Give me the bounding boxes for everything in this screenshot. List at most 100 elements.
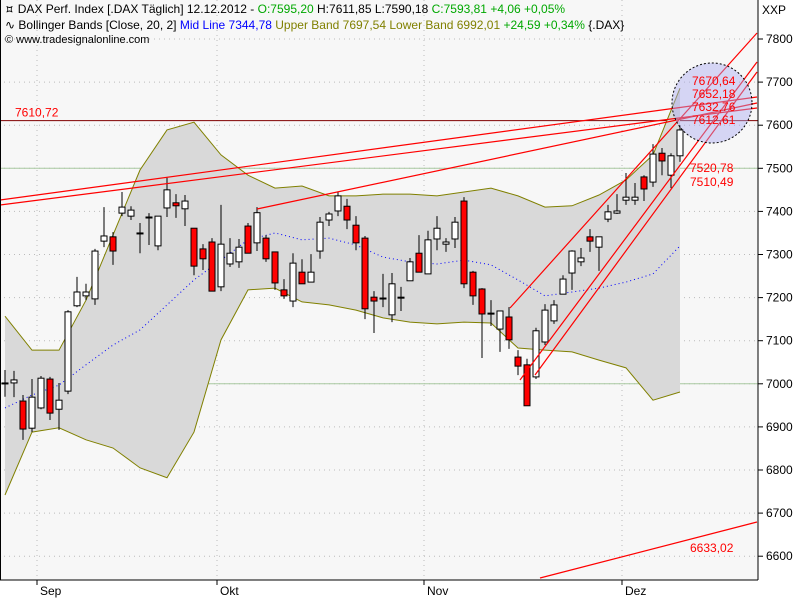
candle bbox=[334, 192, 342, 217]
candlestick-icon: ⯏ bbox=[5, 2, 15, 16]
candle-body bbox=[595, 236, 603, 248]
candle-body bbox=[253, 212, 261, 244]
candle bbox=[496, 310, 504, 352]
mid-line-value: Mid Line 7344,78 bbox=[179, 18, 272, 32]
indicator-change: +24,59 +0,34% bbox=[503, 18, 585, 32]
trend-line bbox=[0, 107, 758, 206]
candle bbox=[262, 235, 270, 262]
candle bbox=[640, 175, 648, 202]
candle-body bbox=[316, 221, 324, 252]
candle bbox=[190, 227, 198, 276]
candle-body bbox=[505, 316, 513, 341]
y-tick-label: 7400 bbox=[766, 204, 793, 218]
candle-body bbox=[46, 378, 54, 414]
candle-body bbox=[631, 196, 639, 201]
candle-body bbox=[523, 364, 531, 407]
candle-body bbox=[613, 210, 621, 214]
candle bbox=[172, 194, 180, 218]
candle-body bbox=[460, 200, 468, 285]
upper-band-value: Upper Band 7697,54 bbox=[275, 18, 387, 32]
y-tick-label: 7100 bbox=[766, 334, 793, 348]
candle bbox=[604, 204, 612, 223]
candle bbox=[208, 238, 216, 292]
candle bbox=[280, 279, 288, 299]
indicator-symbol: {.DAX} bbox=[588, 18, 625, 32]
header-line-source: © www.tradesignalonline.com bbox=[5, 34, 149, 46]
trend-label-mid: 7520,78 bbox=[690, 161, 734, 175]
trend-line bbox=[534, 71, 758, 376]
candle-body bbox=[244, 225, 252, 254]
x-tick-label: Nov bbox=[427, 584, 448, 598]
source-url[interactable]: www.tradesignalonline.com bbox=[16, 34, 150, 46]
candle-body bbox=[55, 399, 63, 410]
candle bbox=[586, 229, 594, 252]
y-tick-label: 7700 bbox=[766, 75, 793, 89]
candle bbox=[271, 251, 279, 290]
y-tick-label: 7500 bbox=[766, 161, 793, 175]
candle-body bbox=[640, 176, 648, 190]
high-value: H:7611,85 bbox=[317, 2, 372, 16]
candle bbox=[613, 194, 621, 214]
candle bbox=[55, 382, 63, 430]
candle bbox=[568, 250, 576, 290]
candle bbox=[244, 223, 252, 254]
candle bbox=[631, 182, 639, 205]
candle-body bbox=[10, 379, 18, 384]
candle bbox=[235, 238, 243, 268]
x-axis-background bbox=[0, 580, 800, 600]
candle bbox=[28, 379, 36, 433]
header-line-price: ⯏ DAX Perf. Index [.DAX Täglich] 12.12.2… bbox=[5, 2, 565, 17]
candle-body bbox=[91, 250, 99, 300]
candle bbox=[505, 307, 513, 349]
candle-body bbox=[190, 227, 198, 267]
indicator-name: Bollinger Bands [Close, 20, 2] bbox=[18, 18, 177, 32]
indicator-wave-icon: ∿ bbox=[5, 18, 16, 32]
candle-body bbox=[343, 205, 351, 221]
candle bbox=[145, 213, 153, 246]
candle bbox=[10, 370, 18, 398]
corner-label: XXP bbox=[762, 3, 787, 17]
candle bbox=[1, 370, 9, 397]
trend-label-low: 6633,02 bbox=[690, 541, 734, 555]
candle-body bbox=[325, 213, 333, 221]
candle-body bbox=[487, 312, 495, 315]
candle bbox=[91, 248, 99, 305]
candle-body bbox=[208, 241, 216, 292]
open-value: O:7595,20 bbox=[257, 2, 314, 16]
y-tick-label: 6900 bbox=[766, 420, 793, 434]
trend-line bbox=[0, 96, 758, 201]
trend-line bbox=[256, 102, 758, 210]
candle-body bbox=[541, 309, 549, 343]
copyright-icon: © bbox=[5, 34, 14, 46]
candle bbox=[343, 198, 351, 230]
y-tick-label: 7800 bbox=[766, 32, 793, 46]
candle-body bbox=[397, 296, 405, 299]
candle-body bbox=[199, 248, 207, 260]
candle bbox=[37, 376, 45, 410]
lower-band-line bbox=[4, 287, 681, 496]
change-value: +4,06 +0,05% bbox=[490, 2, 566, 16]
bollinger-band-fill bbox=[5, 88, 680, 495]
candle-body bbox=[154, 215, 162, 247]
upper-band-line bbox=[4, 87, 681, 351]
circle-label: 7612,61 bbox=[692, 113, 736, 127]
candle bbox=[514, 350, 522, 376]
circle-label: 7632,76 bbox=[692, 100, 736, 114]
candle bbox=[433, 216, 441, 251]
candle-body bbox=[145, 216, 153, 219]
candle bbox=[388, 273, 396, 323]
candle-body bbox=[262, 237, 270, 260]
candle bbox=[541, 304, 549, 346]
candle-body bbox=[577, 257, 585, 263]
candle bbox=[487, 300, 495, 327]
mid-band-line bbox=[4, 232, 681, 409]
candle-body bbox=[676, 129, 684, 157]
candle-body bbox=[658, 152, 666, 162]
candle bbox=[163, 177, 171, 218]
candle-body bbox=[163, 189, 171, 209]
candle-body bbox=[568, 250, 576, 274]
candle-body bbox=[73, 291, 81, 307]
candle bbox=[406, 257, 414, 282]
candle bbox=[64, 310, 72, 395]
